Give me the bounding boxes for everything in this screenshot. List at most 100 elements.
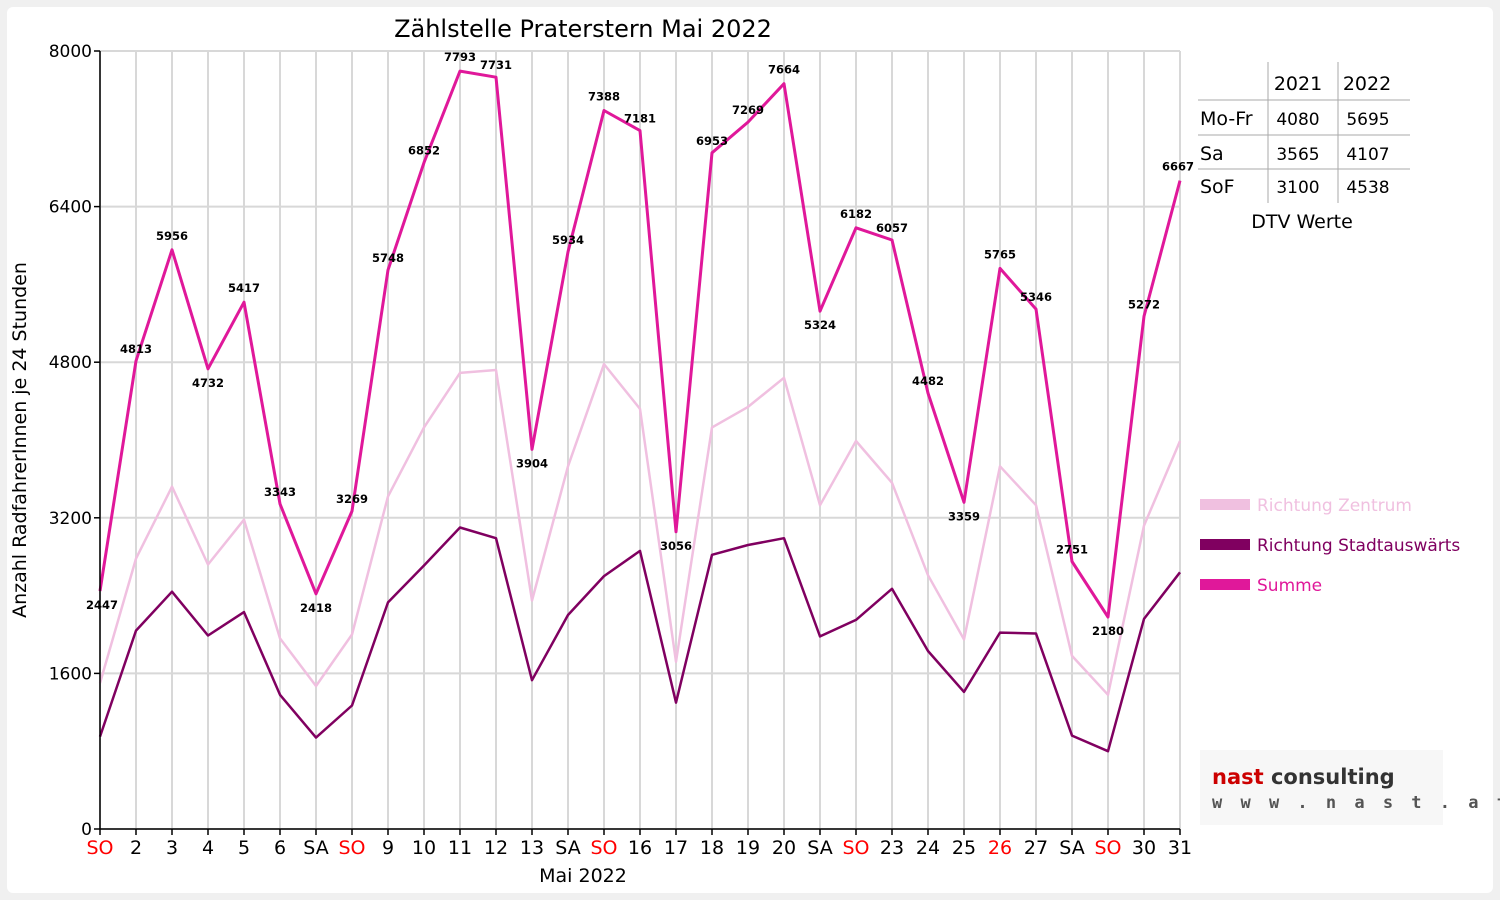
- series-lines: [98, 69, 1182, 753]
- dtv-cell: 4107: [1346, 145, 1389, 165]
- data-label: 6953: [696, 134, 728, 148]
- x-tick-label: 16: [628, 837, 652, 859]
- data-labels: 2447 4813 5956 4732 5417 3343 2418 3269 5748 6852…: [86, 50, 1194, 638]
- dtv-header-2022: 2022: [1343, 73, 1391, 95]
- dtv-cell: 4080: [1276, 110, 1319, 130]
- x-tick-label: 2: [130, 837, 142, 859]
- x-tick-label: 19: [736, 837, 760, 859]
- logo-text: nast consulting: [1212, 765, 1395, 789]
- data-label: 3904: [516, 456, 548, 470]
- data-label: 5956: [156, 229, 188, 243]
- x-tick-label: 20: [772, 837, 796, 859]
- legend-swatch: [1200, 499, 1250, 510]
- x-axis-label: Mai 2022: [539, 865, 627, 887]
- x-tick-label: 17: [664, 837, 688, 859]
- data-label: 7731: [480, 58, 512, 72]
- x-tick-label: SO: [590, 837, 617, 859]
- dtv-row-label: Sa: [1200, 143, 1224, 165]
- dtv-caption: DTV Werte: [1251, 211, 1353, 233]
- data-label: 3056: [660, 539, 692, 553]
- y-axis-ticks: 0 1600 3200 4800 6400 8000: [49, 42, 100, 840]
- x-tick-label: 23: [880, 837, 904, 859]
- data-label: 4732: [192, 376, 224, 390]
- data-label: 2418: [300, 601, 332, 615]
- legend-swatch: [1200, 579, 1250, 590]
- data-label: 6667: [1162, 160, 1194, 174]
- x-tick-label: 18: [700, 837, 724, 859]
- data-label: 7388: [588, 90, 620, 104]
- x-tick-label: 4: [202, 837, 214, 859]
- dtv-cell: 3100: [1276, 178, 1319, 198]
- x-tick-label: 11: [448, 837, 472, 859]
- legend-label: Richtung Stadtauswärts: [1257, 536, 1460, 556]
- grid-lines: [99, 50, 1181, 830]
- x-tick-label: 30: [1132, 837, 1156, 859]
- data-label: 4813: [120, 342, 152, 356]
- data-label: 5324: [804, 318, 836, 332]
- chart-title: Zählstelle Praterstern Mai 2022: [394, 15, 772, 43]
- x-tick-label: 9: [382, 837, 394, 859]
- legend-label: Summe: [1257, 576, 1322, 596]
- data-label: 5934: [552, 233, 584, 247]
- x-axis-ticks: SO 2 3 4 5 6 SA SO 9 10 11 12 13 SA SO 16 17 18 19 20 SA SO 23…: [86, 829, 1192, 859]
- data-label: 5346: [1020, 290, 1052, 304]
- data-label: 4482: [912, 374, 944, 388]
- data-label: 6057: [876, 221, 908, 235]
- x-tick-label: 26: [988, 837, 1012, 859]
- series-line-3: [98, 69, 1182, 619]
- data-label: 7664: [768, 63, 800, 77]
- data-label: 7181: [624, 112, 656, 126]
- nast-consulting-logo: nast consulting w w w . n a s t . a t: [1200, 750, 1500, 825]
- data-label: 5272: [1128, 297, 1160, 311]
- data-label: 3343: [264, 485, 296, 499]
- legend-label: Richtung Zentrum: [1257, 496, 1412, 516]
- y-tick-label: 6400: [49, 198, 92, 218]
- data-label: 5417: [228, 281, 260, 295]
- x-tick-label: 27: [1024, 837, 1048, 859]
- y-tick-label: 3200: [49, 509, 92, 529]
- dtv-header-2021: 2021: [1274, 73, 1322, 95]
- x-tick-label: SA: [1059, 837, 1084, 859]
- series-line-1: [98, 362, 1182, 697]
- data-label: 2751: [1056, 542, 1088, 556]
- y-tick-label: 8000: [49, 42, 92, 62]
- x-tick-label: SO: [1094, 837, 1121, 859]
- y-tick-label: 4800: [49, 353, 92, 373]
- x-tick-label: SA: [303, 837, 328, 859]
- y-axis-label: Anzahl RadfahrerInnen je 24 Stunden: [9, 262, 31, 618]
- data-label: 6852: [408, 144, 440, 158]
- x-tick-label: 10: [412, 837, 436, 859]
- dtv-row-label: Mo-Fr: [1200, 108, 1253, 130]
- data-label: 5765: [984, 247, 1016, 261]
- data-label: 3359: [948, 509, 980, 523]
- x-tick-label: SA: [555, 837, 580, 859]
- x-tick-label: SO: [338, 837, 365, 859]
- x-tick-label: 3: [166, 837, 178, 859]
- data-label: 2447: [86, 598, 118, 612]
- dtv-cell: 3565: [1276, 145, 1319, 165]
- logo-background: [1200, 750, 1443, 825]
- data-label: 5748: [372, 251, 404, 265]
- logo-name-part1: nast: [1212, 765, 1264, 789]
- x-tick-label: 31: [1168, 837, 1192, 859]
- x-tick-label: 24: [916, 837, 940, 859]
- data-label: 3269: [336, 492, 368, 506]
- x-tick-label: 6: [274, 837, 286, 859]
- x-tick-label: 13: [520, 837, 544, 859]
- y-tick-label: 1600: [49, 664, 92, 684]
- x-tick-label: SA: [807, 837, 832, 859]
- dtv-row-label: SoF: [1200, 176, 1235, 198]
- x-tick-label: SO: [842, 837, 869, 859]
- chart-frame: [7, 7, 1493, 893]
- logo-name-part2: consulting: [1271, 765, 1395, 789]
- dtv-cell: 5695: [1346, 110, 1389, 130]
- dtv-cell: 4538: [1346, 178, 1389, 198]
- dtv-table: 2021 2022 Mo-Fr 4080 5695 Sa 3565 4107 S…: [1198, 62, 1410, 233]
- data-label: 7793: [444, 50, 476, 64]
- legend: Richtung Zentrum Richtung Stadtauswärts Su…: [1200, 496, 1460, 596]
- x-tick-label: 25: [952, 837, 976, 859]
- data-label: 2180: [1092, 624, 1124, 638]
- data-label: 6182: [840, 207, 872, 221]
- y-tick-label: 0: [81, 820, 92, 840]
